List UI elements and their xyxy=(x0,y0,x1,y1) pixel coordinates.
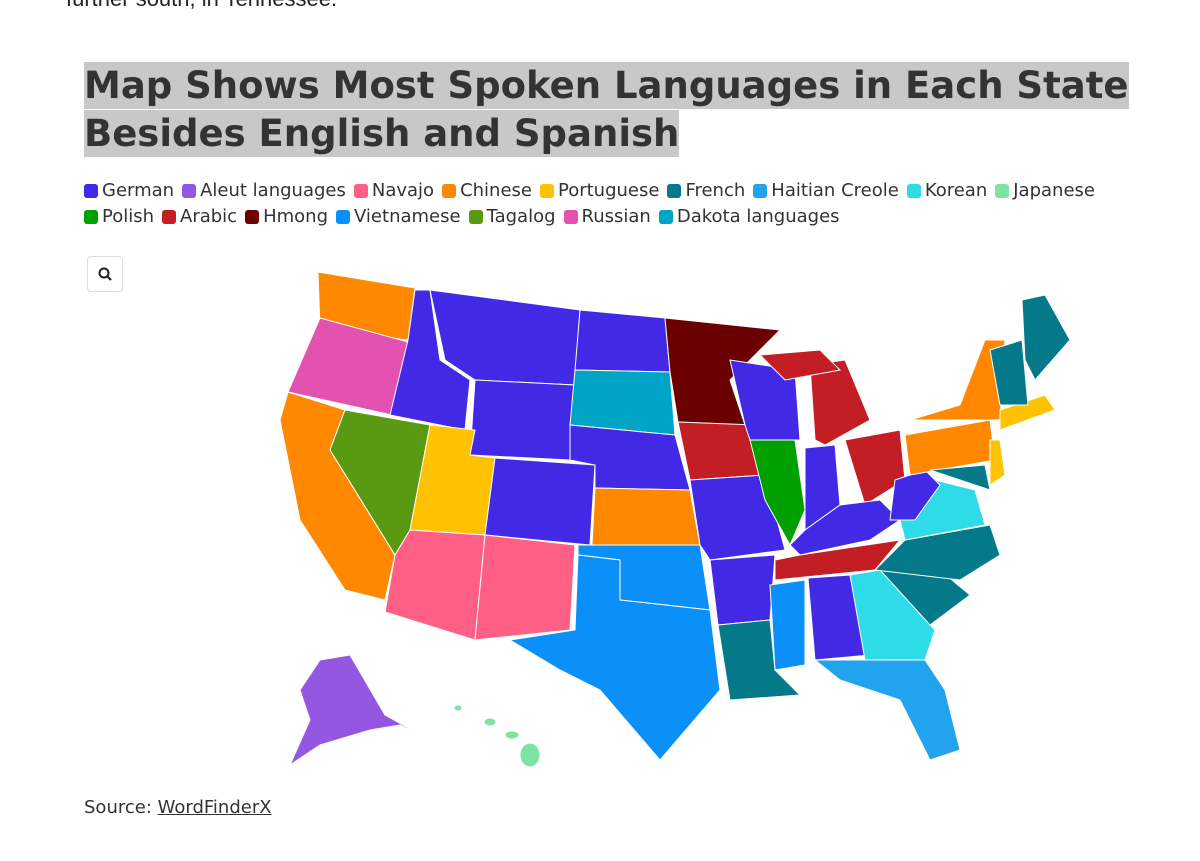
legend-swatch xyxy=(353,184,368,198)
legend-swatch xyxy=(658,210,673,224)
region[interactable] xyxy=(689,474,786,561)
legend-swatch xyxy=(539,184,554,198)
legend-swatch xyxy=(753,184,768,198)
legend-item[interactable]: Vietnamese xyxy=(336,204,461,230)
legend-swatch xyxy=(84,210,98,224)
region[interactable] xyxy=(483,717,497,727)
legend-label: Chinese xyxy=(460,180,532,201)
legend-item[interactable]: Tagalog xyxy=(468,204,556,230)
map-title: Map Shows Most Spoken Languages in Each … xyxy=(84,62,1174,158)
legend-item[interactable]: Navajo xyxy=(353,178,435,204)
legend-label: Vietnamese xyxy=(354,206,461,227)
legend-item[interactable]: Aleut languages xyxy=(182,178,346,204)
region[interactable] xyxy=(519,742,541,768)
legend-item[interactable]: Haitian Creole xyxy=(753,178,899,204)
region[interactable] xyxy=(789,499,901,556)
region[interactable] xyxy=(569,369,676,436)
legend-item[interactable]: German xyxy=(84,178,174,204)
region[interactable] xyxy=(1021,294,1071,381)
legend-label: Japanese xyxy=(1013,180,1095,201)
legend-swatch xyxy=(563,210,578,224)
region[interactable] xyxy=(484,457,596,546)
legend-item[interactable]: Japanese xyxy=(995,178,1095,204)
legend-swatch xyxy=(442,184,457,198)
legend-label: Arabic xyxy=(180,206,238,227)
region[interactable] xyxy=(849,569,936,661)
legend-label: German xyxy=(102,180,175,201)
region[interactable] xyxy=(453,704,463,712)
region[interactable] xyxy=(774,539,902,581)
region[interactable] xyxy=(469,379,576,461)
region[interactable] xyxy=(989,339,1029,406)
legend-swatch xyxy=(667,184,682,198)
legend-swatch xyxy=(84,184,98,198)
legend: German Aleut languages Navajo Chinese Portug… xyxy=(84,178,1174,230)
region[interactable] xyxy=(384,529,486,641)
legend-swatch xyxy=(468,210,483,224)
region[interactable] xyxy=(389,289,471,431)
legend-item[interactable]: Polish xyxy=(84,204,154,230)
region[interactable] xyxy=(288,654,431,767)
legend-item[interactable]: Arabic xyxy=(162,204,237,230)
legend-item[interactable]: Portuguese xyxy=(539,178,660,204)
legend-label: Navajo xyxy=(371,180,435,201)
region[interactable] xyxy=(758,349,842,381)
region[interactable] xyxy=(999,394,1056,431)
legend-label: Hmong xyxy=(263,206,329,227)
region[interactable] xyxy=(989,439,1006,486)
legend-swatch xyxy=(162,210,177,224)
search-button[interactable] xyxy=(87,256,123,292)
region[interactable] xyxy=(504,730,520,740)
legend-swatch xyxy=(336,210,351,224)
legend-item[interactable]: Russian xyxy=(563,204,651,230)
region[interactable] xyxy=(508,554,721,761)
region[interactable] xyxy=(873,524,1001,581)
legend-swatch xyxy=(995,184,1010,198)
legend-label: Dakota languages xyxy=(676,206,840,227)
legend-label: Tagalog xyxy=(486,206,556,227)
region[interactable] xyxy=(809,359,871,446)
source-link[interactable]: WordFinderX xyxy=(157,797,272,818)
legend-label: Haitian Creole xyxy=(771,180,899,201)
region[interactable] xyxy=(591,487,701,546)
intro-text: further south, in Tennessee. xyxy=(66,0,337,12)
legend-label: Korean xyxy=(924,180,988,201)
region[interactable] xyxy=(749,439,806,547)
legend-label: Aleut languages xyxy=(200,180,346,201)
search-icon xyxy=(98,267,112,281)
region[interactable] xyxy=(909,339,1006,421)
legend-label: Polish xyxy=(102,206,155,227)
source-label: Source: xyxy=(84,797,152,818)
region[interactable] xyxy=(709,554,776,626)
legend-swatch xyxy=(182,184,197,198)
legend-label: French xyxy=(685,180,746,201)
legend-item[interactable]: Dakota languages xyxy=(658,204,840,230)
legend-item[interactable]: Hmong xyxy=(245,204,328,230)
legend-label: Portuguese xyxy=(557,180,660,201)
region[interactable] xyxy=(813,659,961,761)
legend-item[interactable]: Chinese xyxy=(442,178,532,204)
region[interactable] xyxy=(929,464,991,491)
legend-label: Russian xyxy=(581,206,651,227)
region[interactable] xyxy=(574,309,671,373)
region[interactable] xyxy=(474,534,576,641)
legend-item[interactable]: Korean xyxy=(906,178,988,204)
legend-item[interactable]: French xyxy=(667,178,745,204)
region[interactable] xyxy=(769,579,806,671)
legend-swatch xyxy=(906,184,921,198)
source: Source: WordFinderX xyxy=(84,797,272,818)
legend-swatch xyxy=(245,210,260,224)
region[interactable] xyxy=(717,619,802,701)
